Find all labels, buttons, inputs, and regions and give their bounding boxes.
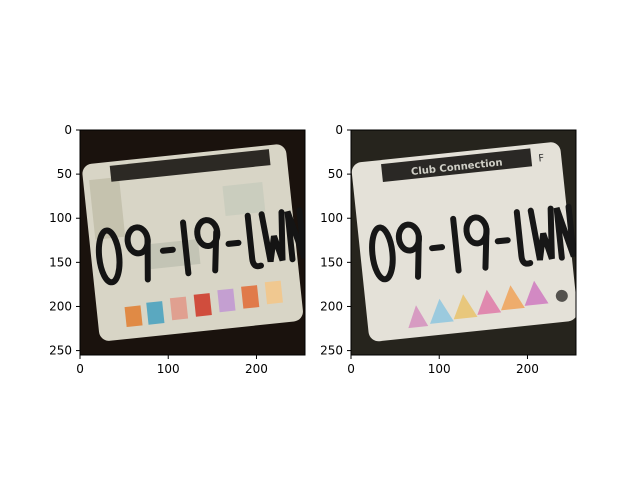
- y-tick-label: 50: [57, 167, 72, 181]
- y-tick-label: 200: [49, 299, 72, 313]
- x-tick-label: 100: [157, 362, 180, 376]
- license-plate-image-left: [80, 130, 305, 355]
- subplot-right: Club Connection F: [320, 123, 577, 376]
- plate-decals-left: [124, 280, 283, 327]
- y-tick-label: 150: [49, 255, 72, 269]
- plate-corner-letter: F: [538, 153, 545, 165]
- x-tick-label: 200: [516, 362, 539, 376]
- plate-decals-right: [408, 280, 568, 329]
- y-tick-label: 0: [64, 123, 72, 137]
- y-tick-label: 250: [49, 344, 72, 358]
- license-plate-image-right: Club Connection F: [351, 130, 576, 355]
- tick-layer-right: 0 100 200 0 50 100 150 200 250: [320, 123, 539, 376]
- axes-frame-right: [350, 129, 577, 356]
- subplot-left: 0 100 200 0 50 100 150 200 250: [49, 123, 306, 376]
- y-tick-label: 50: [328, 167, 343, 181]
- y-tick-label: 150: [320, 255, 343, 269]
- tick-layer-left: 0 100 200 0 50 100 150 200 250: [49, 123, 268, 376]
- x-tick-label: 100: [428, 362, 451, 376]
- y-tick-label: 0: [335, 123, 343, 137]
- plate-glyphs-left: [95, 207, 305, 286]
- plate-glyphs-right: [369, 203, 576, 283]
- x-tick-label: 200: [245, 362, 268, 376]
- y-tick-label: 200: [320, 299, 343, 313]
- y-tick-label: 100: [320, 211, 343, 225]
- y-tick-label: 250: [320, 344, 343, 358]
- axes-frame-left: [79, 129, 306, 356]
- x-tick-label: 0: [347, 362, 355, 376]
- y-tick-label: 100: [49, 211, 72, 225]
- x-tick-label: 0: [76, 362, 84, 376]
